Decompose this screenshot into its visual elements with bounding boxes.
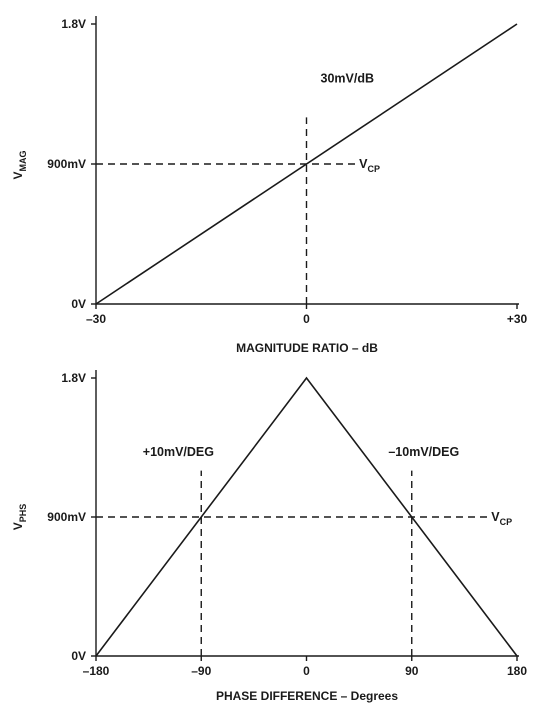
vphs-y-axis-label-sub: PHS: [18, 504, 28, 523]
vphs-annotation-2-text: V: [491, 510, 500, 524]
vphs-annotation-0-text: +10mV/DEG: [143, 445, 214, 459]
vphs-marks: 0V 900mV 1.8V –180 –90 0 90 180 +10mV/DEG –10mV/D…: [47, 370, 527, 678]
vphs-annotation-2-sub: CP: [500, 517, 513, 527]
vphs-y-axis-label-main: V: [11, 522, 25, 530]
vmag-series-line-0: [95, 23, 518, 305]
vphs-annotation-2: VCP: [491, 510, 512, 527]
vphs-x-tick-label-0: –180: [83, 664, 110, 678]
vphs-annotation-1: –10mV/DEG: [388, 445, 459, 459]
vmag-annotation-1-text: V: [359, 157, 368, 171]
vphs-y-tick-label-2: 1.8V: [61, 371, 86, 385]
vmag-y-axis-label-main: V: [11, 171, 25, 179]
vmag-y-tick-label-2: 1.8V: [61, 17, 86, 31]
vmag-marks: 0V 900mV 1.8V –30 0 +30 30mV/dB VCP: [47, 16, 528, 326]
vphs-x-tick-label-2: 0: [303, 664, 310, 678]
vmag-annotation-1-sub: CP: [367, 164, 380, 174]
vmag-y-tick-label-0: 0V: [71, 297, 86, 311]
vmag-x-tick-label-1: 0: [303, 312, 310, 326]
vphs-x-axis-label: PHASE DIFFERENCE – Degrees: [216, 689, 398, 703]
vmag-annotation-0-text: 30mV/dB: [321, 71, 375, 85]
vphs-x-tick-label-4: 180: [507, 664, 527, 678]
vmag-y-axis-label-sub: MAG: [18, 150, 28, 171]
vphs-chart: 0V 900mV 1.8V –180 –90 0 90 180 +10mV/DEG –10mV/D…: [11, 370, 527, 703]
vmag-x-axis-label: MAGNITUDE RATIO – dB: [236, 341, 378, 355]
vphs-series-line-0: [95, 376, 518, 657]
vphs-y-tick-label-1: 900mV: [47, 510, 86, 524]
vphs-annotation-1-text: –10mV/DEG: [388, 445, 459, 459]
vmag-annotation-0: 30mV/dB: [321, 71, 375, 85]
vphs-y-tick-label-0: 0V: [71, 649, 86, 663]
vmag-x-tick-label-2: +30: [507, 312, 528, 326]
vphs-y-axis-label: VPHS: [11, 504, 28, 531]
vmag-y-axis-label: VMAG: [11, 150, 28, 179]
vphs-x-tick-label-3: 90: [405, 664, 419, 678]
vmag-x-tick-label-0: –30: [86, 312, 106, 326]
vmag-y-tick-label-1: 900mV: [47, 157, 86, 171]
vphs-annotation-0: +10mV/DEG: [143, 445, 214, 459]
vmag-annotation-1: VCP: [359, 157, 380, 174]
vphs-x-tick-label-1: –90: [191, 664, 211, 678]
